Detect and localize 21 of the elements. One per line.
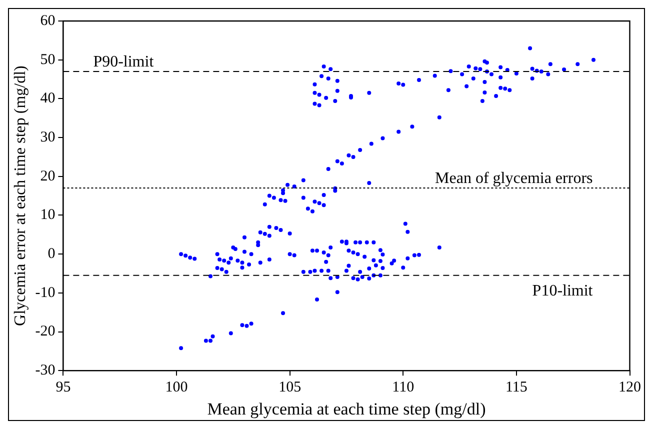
y-tick-label: -30 bbox=[35, 362, 56, 379]
x-tick-label: 115 bbox=[505, 380, 528, 396]
y-tick-label: 50 bbox=[40, 52, 56, 68]
y-tick-label: 60 bbox=[40, 12, 56, 29]
ref-line-label: P10-limit bbox=[532, 282, 594, 300]
x-tick-label: 105 bbox=[278, 380, 302, 396]
x-tick-label: 120 bbox=[618, 380, 641, 396]
x-tick-label: 95 bbox=[56, 380, 71, 396]
y-tick-label: -10 bbox=[35, 284, 56, 301]
x-tick-label: 100 bbox=[165, 380, 188, 396]
ref-line-label: Mean of glycemia errors bbox=[435, 170, 593, 188]
y-tick-label: 40 bbox=[40, 90, 56, 107]
y-tick-label: 0 bbox=[48, 246, 56, 262]
y-axis-title: Glycemia error at each time step (mg/dl) bbox=[12, 66, 29, 326]
ref-line-label: P90-limit bbox=[93, 54, 154, 70]
y-tick-label: 20 bbox=[40, 168, 56, 184]
y-tick-label: -20 bbox=[35, 324, 56, 340]
x-tick-label: 110 bbox=[392, 380, 414, 396]
x-axis-title: Mean glycemia at each time step (mg/dl) bbox=[207, 399, 486, 418]
y-tick-label: 30 bbox=[40, 129, 56, 146]
y-tick-label: 10 bbox=[40, 207, 56, 224]
